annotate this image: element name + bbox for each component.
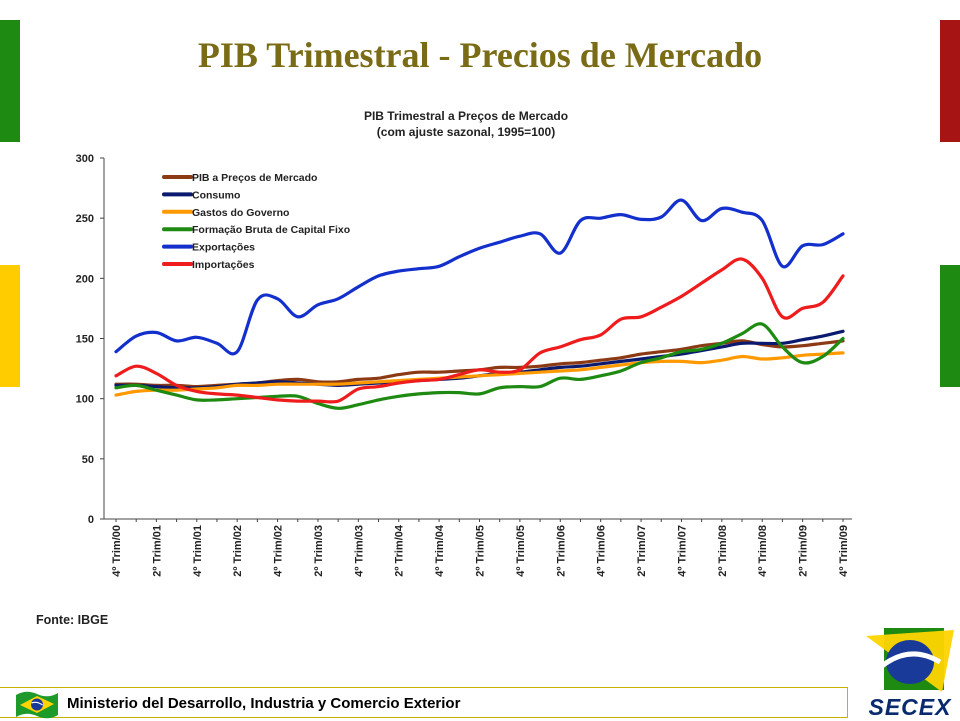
x-tick-label: 4º Trim/04 (434, 524, 446, 577)
secex-logo-icon (866, 628, 954, 692)
y-tick-label: 200 (76, 273, 94, 285)
y-tick-label: 50 (82, 454, 94, 466)
x-tick-label: 4º Trim/03 (353, 525, 365, 577)
chart-axes: 0 50 100 150 200 250 300 4º Trim/00 2º Trim/01 4º… (76, 153, 852, 577)
y-tick-label: 0 (88, 514, 94, 526)
series-line-4 (114, 198, 845, 356)
chart-title: PIB Trimestral a Preços de Mercado (364, 109, 568, 123)
secex-logo-text: SECEX (868, 694, 952, 720)
footer-bar: Ministerio del Desarrollo, Industria y C… (0, 687, 848, 719)
x-tick-label: 4º Trim/08 (757, 525, 769, 577)
x-tick-label: 2º Trim/05 (475, 525, 487, 577)
x-tick-label: 2º Trim/06 (555, 525, 567, 577)
x-tick-label: 4º Trim/01 (192, 525, 204, 577)
x-tick-label: 4º Trim/00 (111, 525, 123, 577)
chart-subtitle: (com ajuste sazonal, 1995=100) (377, 125, 555, 139)
series-line-2 (114, 351, 845, 397)
source-note: Fonte: IBGE (36, 613, 109, 627)
series-line-3 (114, 322, 845, 410)
legend-label: Formação Bruta de Capital Fixo (192, 224, 350, 236)
y-tick-label: 250 (76, 213, 94, 225)
x-tick-label: 4º Trim/05 (515, 525, 527, 577)
legend-label: Consumo (192, 189, 240, 201)
x-tick-label: 2º Trim/07 (636, 525, 648, 577)
x-tick-label: 4º Trim/07 (676, 525, 688, 577)
legend-label: Exportações (192, 242, 255, 254)
secex-logo: SECEX (862, 622, 958, 720)
series-line-1 (114, 329, 845, 390)
y-tick-label: 150 (76, 334, 94, 346)
legend-label: Gastos do Governo (192, 207, 289, 219)
y-tick-label: 100 (76, 394, 94, 406)
x-tick-label: 2º Trim/08 (717, 525, 729, 577)
x-tick-label: 2º Trim/03 (313, 525, 325, 577)
left-yellow-bar (0, 265, 20, 387)
x-tick-label: 4º Trim/02 (273, 525, 285, 577)
legend-label: PIB a Preços de Mercado (192, 172, 317, 184)
chart-series (114, 198, 845, 410)
right-green-bar (940, 265, 960, 387)
footer-text: Ministerio del Desarrollo, Industria y C… (67, 695, 461, 712)
x-tick-label: 4º Trim/09 (838, 525, 850, 577)
legend-label: Importações (192, 259, 255, 271)
right-red-bar (940, 20, 960, 142)
brazil-flag-icon (16, 691, 58, 719)
chart-legend: PIB a Preços de Mercado Consumo Gastos do … (162, 172, 350, 271)
x-tick-label: 2º Trim/01 (151, 525, 163, 577)
x-tick-label: 2º Trim/04 (394, 524, 406, 577)
slide-title: PIB Trimestral - Precios de Mercado (197, 35, 763, 75)
x-tick-label: 2º Trim/09 (798, 525, 810, 577)
left-green-bar (0, 20, 20, 142)
x-tick-label: 2º Trim/02 (232, 525, 244, 577)
series-line-5 (114, 257, 845, 404)
y-tick-label: 300 (76, 153, 94, 165)
x-tick-label: 4º Trim/06 (596, 525, 608, 577)
